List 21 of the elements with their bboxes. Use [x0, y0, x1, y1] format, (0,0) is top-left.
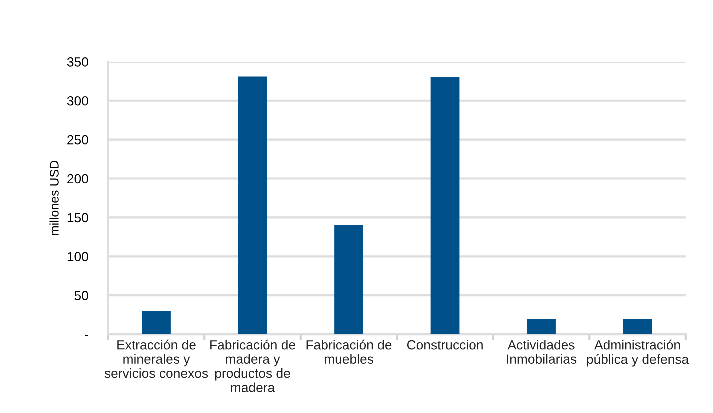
y-tick-label: 100 — [68, 252, 88, 262]
x-tick-label: Administración pública y defensa — [587, 340, 690, 367]
bar — [334, 226, 364, 335]
bar — [623, 318, 652, 335]
x-tick-label: Extracción de minerales y servicios conexos — [104, 340, 208, 378]
x-tick-label: Fabricación de muebles — [306, 340, 392, 364]
bar — [527, 318, 556, 335]
x-tick-label: Fabricación de madera y productos de madera — [210, 340, 296, 392]
bar — [238, 76, 268, 335]
y-tick-label: 50 — [74, 291, 88, 300]
y-tick-label: 300 — [67, 96, 88, 106]
y-tick-label: 150 — [68, 213, 88, 223]
y-tick-label: 350 — [67, 58, 88, 67]
x-tick-label: Construccion — [407, 340, 483, 350]
x-tick-label: Actividades Inmobilarias — [507, 340, 577, 364]
y-tick-label: 200 — [68, 174, 88, 184]
y-tick-label: - — [85, 335, 88, 336]
bar — [142, 311, 171, 335]
y-tick-label: 250 — [68, 135, 88, 145]
bar — [430, 78, 460, 335]
y-axis-title: millones USD — [50, 160, 59, 236]
